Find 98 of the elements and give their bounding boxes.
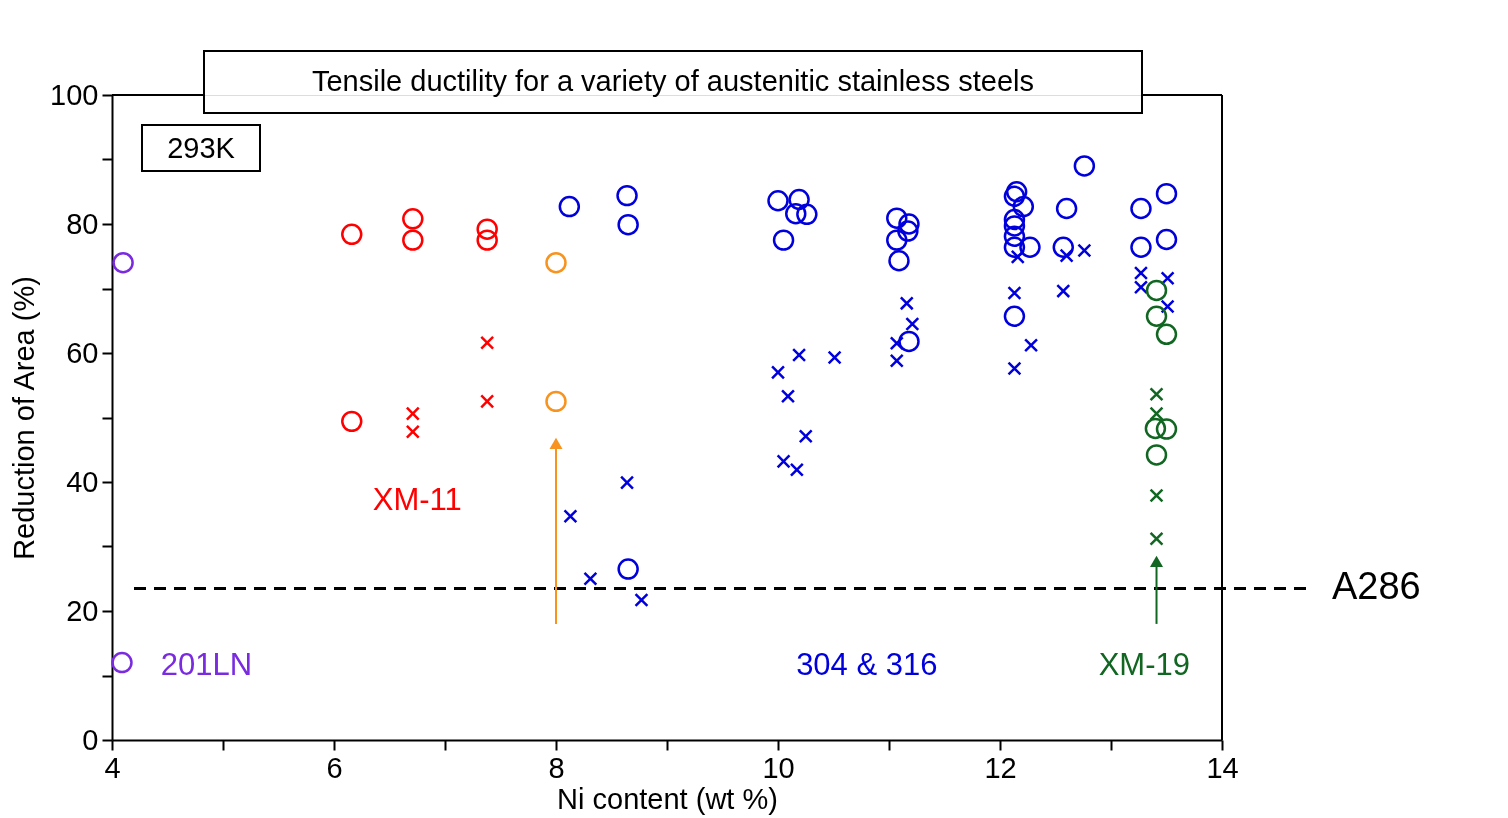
point (402, 208, 424, 230)
x-tick-label: 8 (548, 751, 565, 784)
point (898, 330, 920, 353)
point (796, 203, 818, 226)
y-tick-label: 0 (82, 723, 99, 756)
point (558, 195, 581, 218)
point (1003, 236, 1026, 258)
point (1056, 283, 1071, 299)
point (1155, 418, 1178, 440)
point (616, 184, 638, 207)
y-axis-title: Reduction of Area (%) (8, 276, 41, 560)
y-tick-label: 60 (66, 336, 99, 369)
point (476, 229, 498, 251)
point (1007, 361, 1022, 376)
point (1130, 236, 1152, 258)
x-tick-label: 4 (104, 751, 121, 784)
point (791, 347, 807, 363)
point (1149, 387, 1164, 402)
point (1145, 305, 1168, 327)
point (1077, 243, 1092, 258)
point (770, 365, 786, 380)
point (1012, 195, 1035, 218)
ref-line-label: A286 (1332, 565, 1421, 608)
annotation: 201LN (160, 646, 253, 682)
x-tick-label: 12 (984, 751, 1017, 784)
point (1160, 299, 1175, 314)
point (789, 462, 805, 477)
point (1059, 248, 1074, 263)
point (767, 190, 789, 212)
point (889, 353, 904, 368)
point (476, 218, 498, 240)
point (1003, 208, 1026, 231)
point (112, 251, 134, 274)
point (405, 406, 420, 421)
point (617, 213, 639, 236)
point (899, 296, 914, 311)
point (780, 389, 796, 404)
chart-title: Tensile ductility for a variety of austenitic stainless steels (311, 65, 1035, 97)
point (886, 229, 908, 251)
annotation: 293K (167, 132, 236, 164)
point (1130, 197, 1152, 220)
point (889, 336, 904, 351)
y-tick-label: 40 (66, 465, 99, 498)
point (617, 558, 639, 580)
point (1010, 249, 1025, 265)
point (1052, 236, 1075, 258)
x-tick-label: 6 (326, 751, 343, 784)
point (1145, 279, 1168, 302)
y-tick-label: 100 (50, 78, 99, 111)
annotation: XM-19 (1098, 646, 1190, 682)
point (1055, 197, 1078, 220)
point (886, 207, 908, 229)
point (888, 250, 910, 272)
point (634, 592, 649, 608)
point (772, 229, 795, 251)
point (1019, 236, 1041, 258)
point (897, 220, 919, 242)
point (1160, 271, 1175, 286)
point (111, 651, 133, 674)
point (1149, 531, 1164, 546)
point (1149, 406, 1164, 421)
point (776, 454, 791, 469)
point (1023, 338, 1039, 353)
point (1149, 488, 1164, 503)
y-tick-label: 80 (66, 207, 99, 240)
point (1007, 285, 1022, 301)
point (402, 229, 424, 251)
point (1073, 155, 1096, 177)
point (1003, 215, 1026, 237)
point (405, 424, 420, 439)
point (341, 410, 363, 433)
point (1145, 444, 1168, 466)
x-tick-label: 10 (762, 751, 795, 784)
point (788, 188, 810, 211)
point (480, 335, 495, 350)
x-tick-label: 14 (1206, 751, 1239, 784)
point (619, 475, 635, 490)
point (798, 429, 813, 444)
point (583, 571, 598, 586)
point (1155, 323, 1178, 346)
point (898, 213, 920, 235)
annotation: XM-11 (372, 482, 462, 518)
point (480, 394, 495, 409)
y-tick-label: 20 (66, 594, 99, 627)
point (827, 350, 842, 365)
point (1003, 305, 1026, 327)
annotation: 304 & 316 (796, 646, 938, 682)
point (563, 509, 578, 524)
point (545, 390, 567, 413)
point (545, 251, 567, 274)
point (1144, 417, 1167, 440)
point (905, 316, 920, 332)
point (785, 202, 807, 225)
point (1155, 182, 1178, 205)
point (1003, 225, 1026, 247)
point (1155, 228, 1178, 251)
point (341, 223, 363, 246)
x-axis-title: Ni content (wt %) (557, 782, 778, 815)
